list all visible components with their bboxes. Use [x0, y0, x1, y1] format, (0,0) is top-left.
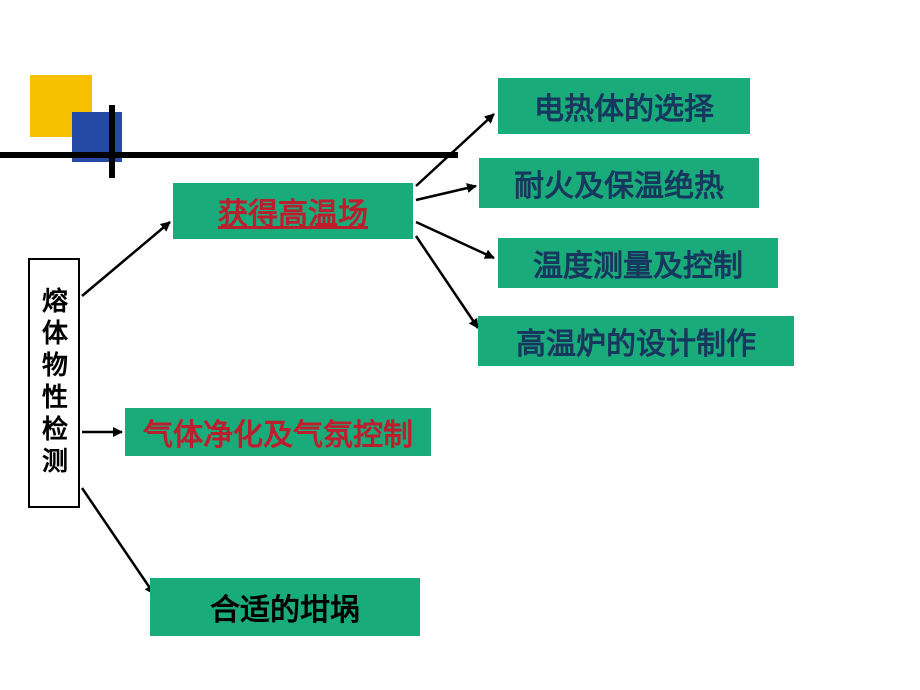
node-crucible: 合适的坩埚: [150, 578, 420, 636]
node-heater-label: 电热体的选择: [534, 84, 714, 128]
arrow-root-to-hightemp: [82, 222, 170, 296]
arrow-hightemp-to-furnace: [416, 236, 478, 328]
node-gas-control-label: 气体净化及气氛控制: [143, 410, 413, 454]
arrow-hightemp-to-insulation: [416, 186, 476, 200]
node-temp-measure-label: 温度测量及控制: [533, 241, 743, 285]
node-heater: 电热体的选择: [498, 78, 750, 134]
node-crucible-label: 合适的坩埚: [210, 585, 360, 629]
root-node: 熔体物性检测: [28, 258, 80, 508]
node-temp-measure: 温度测量及控制: [498, 238, 778, 288]
node-furnace: 高温炉的设计制作: [478, 316, 794, 366]
arrow-root-to-crucible: [82, 488, 154, 594]
node-high-temp-label: 获得高温场: [218, 189, 368, 233]
node-high-temp: 获得高温场: [173, 183, 413, 239]
node-furnace-label: 高温炉的设计制作: [516, 319, 756, 363]
node-gas-control: 气体净化及气氛控制: [125, 408, 431, 456]
diagram-stage: 熔体物性检测 获得高温场 气体净化及气氛控制 合适的坩埚 电热体的选择 耐火及保…: [0, 0, 920, 690]
root-label: 熔体物性检测: [36, 287, 73, 479]
node-insulation: 耐火及保温绝热: [479, 158, 759, 208]
node-insulation-label: 耐火及保温绝热: [514, 161, 724, 205]
